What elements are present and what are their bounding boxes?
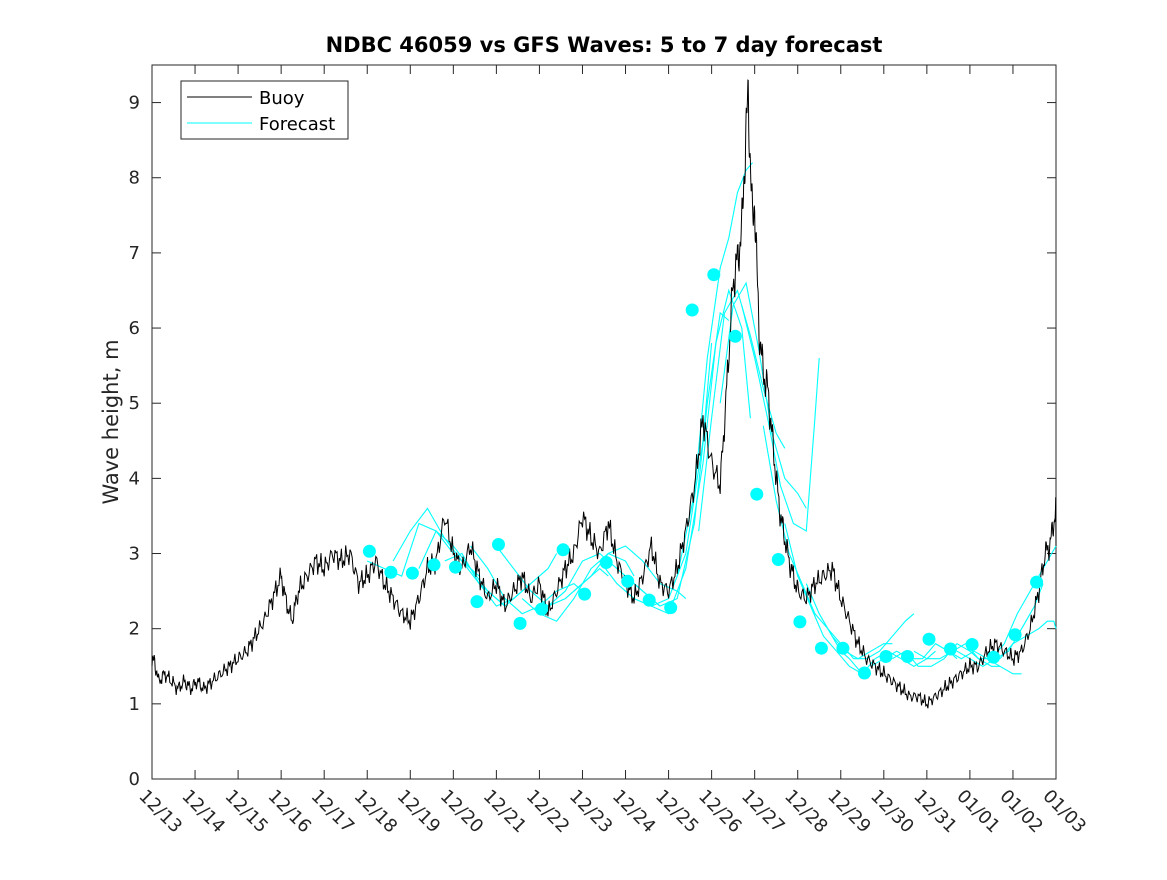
y-axis-ticks: 0 1 2 3 4 5 6 7 8 9 <box>129 93 1056 790</box>
forecast-line <box>956 583 1044 667</box>
forecast-marker <box>1030 575 1044 589</box>
forecast-marker <box>793 615 807 629</box>
y-tick-label: 9 <box>129 93 140 114</box>
buoy-line <box>151 79 1057 709</box>
forecast-marker <box>836 641 850 655</box>
forecast-marker <box>771 553 785 566</box>
y-tick-label: 8 <box>129 168 140 189</box>
forecast-marker <box>750 487 764 501</box>
legend-box <box>180 80 349 140</box>
forecast-line <box>470 545 583 615</box>
forecast-marker <box>513 616 527 630</box>
forecast-marker <box>470 595 484 609</box>
forecast-marker <box>901 650 914 663</box>
axes-box <box>151 64 1057 780</box>
forecast-line <box>573 545 687 600</box>
forecast-marker <box>384 565 398 579</box>
forecast-marker <box>707 268 721 282</box>
forecast-line <box>676 162 753 577</box>
forecast-markers <box>362 268 1044 680</box>
forecast-line <box>805 583 893 660</box>
forecast-marker <box>492 538 505 551</box>
forecast-marker <box>857 666 871 680</box>
forecast-line <box>913 642 1000 667</box>
forecast-line <box>999 620 1057 660</box>
forecast-marker <box>449 560 462 574</box>
forecast-marker <box>1008 628 1022 642</box>
forecast-line <box>495 545 609 607</box>
forecast-marker <box>685 303 699 317</box>
forecast-marker <box>987 650 1001 664</box>
forecast-marker <box>664 601 678 615</box>
legend-forecast-label: Forecast <box>259 114 335 135</box>
forecast-marker <box>535 602 549 616</box>
forecast-line <box>599 343 713 607</box>
y-tick-label: 0 <box>129 769 140 790</box>
forecast-marker <box>879 650 893 663</box>
forecast-line <box>625 311 730 607</box>
forecast-marker <box>814 641 828 655</box>
forecast-marker <box>362 544 376 558</box>
forecast-marker <box>599 556 613 569</box>
forecast-marker <box>621 574 635 588</box>
forecast-marker <box>922 632 936 646</box>
y-tick-label: 1 <box>129 694 140 715</box>
forecast-line <box>444 552 558 607</box>
y-tick-label: 5 <box>129 393 140 414</box>
y-tick-label: 6 <box>129 318 140 339</box>
forecast-line <box>741 305 820 532</box>
forecast-marker <box>965 638 979 651</box>
legend: Buoy Forecast <box>180 80 349 140</box>
forecast-marker <box>556 543 570 557</box>
y-tick-label: 2 <box>129 619 140 640</box>
forecast-marker <box>578 587 592 601</box>
y-axis-label: Wave height, m <box>99 339 123 504</box>
forecast-marker <box>728 329 742 343</box>
forecast-marker <box>642 593 656 607</box>
forecast-marker <box>427 558 441 572</box>
y-tick-label: 3 <box>129 544 140 565</box>
chart-title: NDBC 46059 vs GFS Waves: 5 to 7 day fore… <box>326 33 883 57</box>
buoy-series <box>151 79 1057 709</box>
y-tick-label: 7 <box>129 243 140 264</box>
y-tick-label: 4 <box>129 468 140 489</box>
forecast-marker <box>405 566 419 580</box>
forecast-marker <box>944 642 957 656</box>
legend-buoy-label: Buoy <box>259 88 305 109</box>
